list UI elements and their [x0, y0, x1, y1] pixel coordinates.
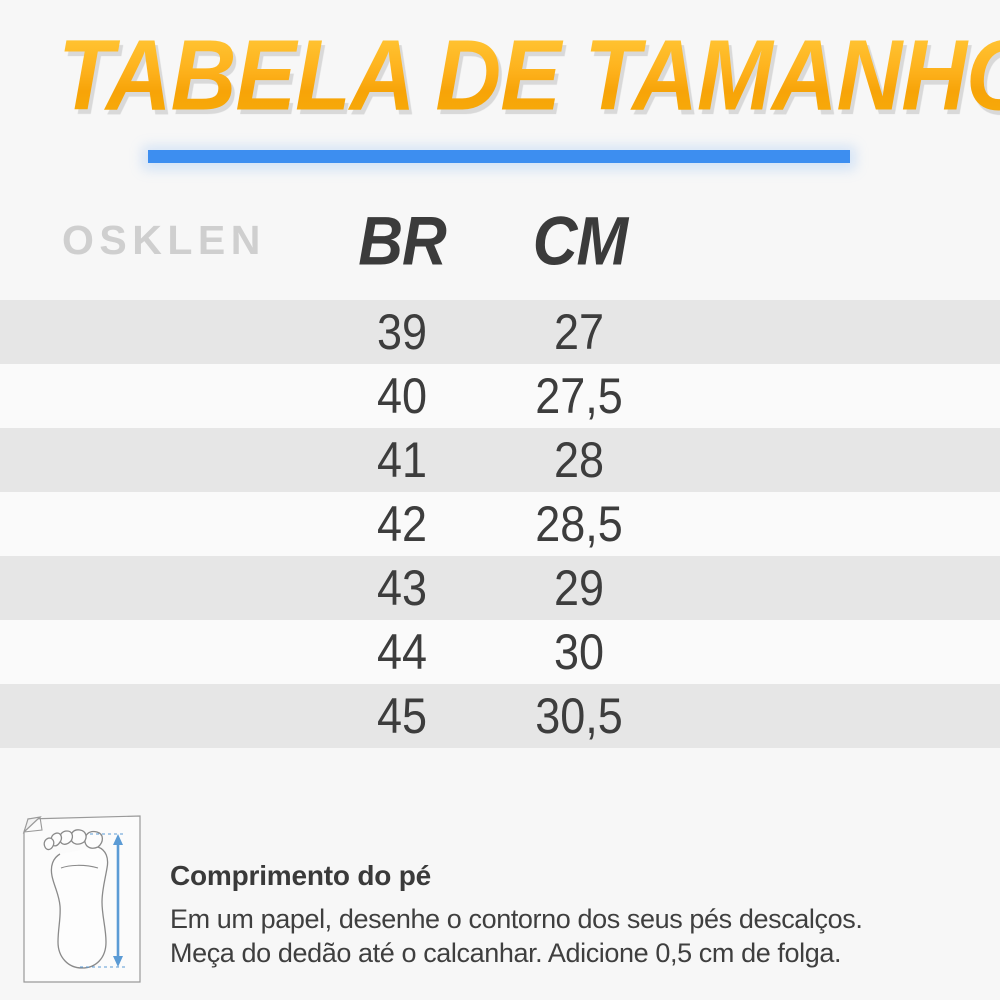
cell-cm: 27: [553, 302, 605, 360]
page-title: TABELA DE TAMANHOS: [58, 20, 1000, 132]
cell-cm: 30: [553, 622, 605, 680]
footer-heading: Comprimento do pé: [170, 860, 432, 891]
cell-br: 43: [376, 558, 428, 616]
title-underline-bar: [148, 150, 850, 163]
cell-br: 40: [376, 366, 428, 424]
table-header-row: OSKLEN BR CM: [0, 198, 1000, 298]
table-row: 39 27: [0, 300, 1000, 364]
table-row: 45 30,5: [0, 684, 1000, 748]
table-row: 44 30: [0, 620, 1000, 684]
title-block: TABELA DE TAMANHOS: [0, 20, 1000, 132]
column-header-br: BR: [358, 204, 447, 281]
cell-cm: 30,5: [535, 686, 623, 744]
table-row: 40 27,5: [0, 364, 1000, 428]
column-header-cm: CM: [532, 204, 628, 281]
cell-br: 45: [376, 686, 428, 744]
title-underline: [142, 146, 856, 170]
footer-line-1: Em um papel, desenhe o contorno dos seus…: [170, 904, 863, 934]
cell-br: 42: [376, 494, 428, 552]
cell-cm: 28,5: [535, 494, 623, 552]
cell-cm: 28: [553, 430, 605, 488]
table-row: 42 28,5: [0, 492, 1000, 556]
brand-logo-osklen: OSKLEN: [62, 217, 266, 263]
foot-measure-on-paper-icon: [14, 808, 154, 990]
size-table: 39 27 40 27,5 41 28 42 28,5 43 29 44 30 …: [0, 300, 1000, 748]
table-row: 41 28: [0, 428, 1000, 492]
footer-line-2: Meça do dedão até o calcanhar. Adicione …: [170, 938, 842, 968]
cell-cm: 27,5: [535, 366, 623, 424]
cell-cm: 29: [553, 558, 605, 616]
footer-text-block: Comprimento do pé Em um papel, desenhe o…: [170, 858, 980, 970]
footer-instructions: Comprimento do pé Em um papel, desenhe o…: [0, 800, 1000, 1000]
cell-br: 41: [376, 430, 428, 488]
table-row: 43 29: [0, 556, 1000, 620]
cell-br: 44: [376, 622, 428, 680]
cell-br: 39: [376, 302, 428, 360]
